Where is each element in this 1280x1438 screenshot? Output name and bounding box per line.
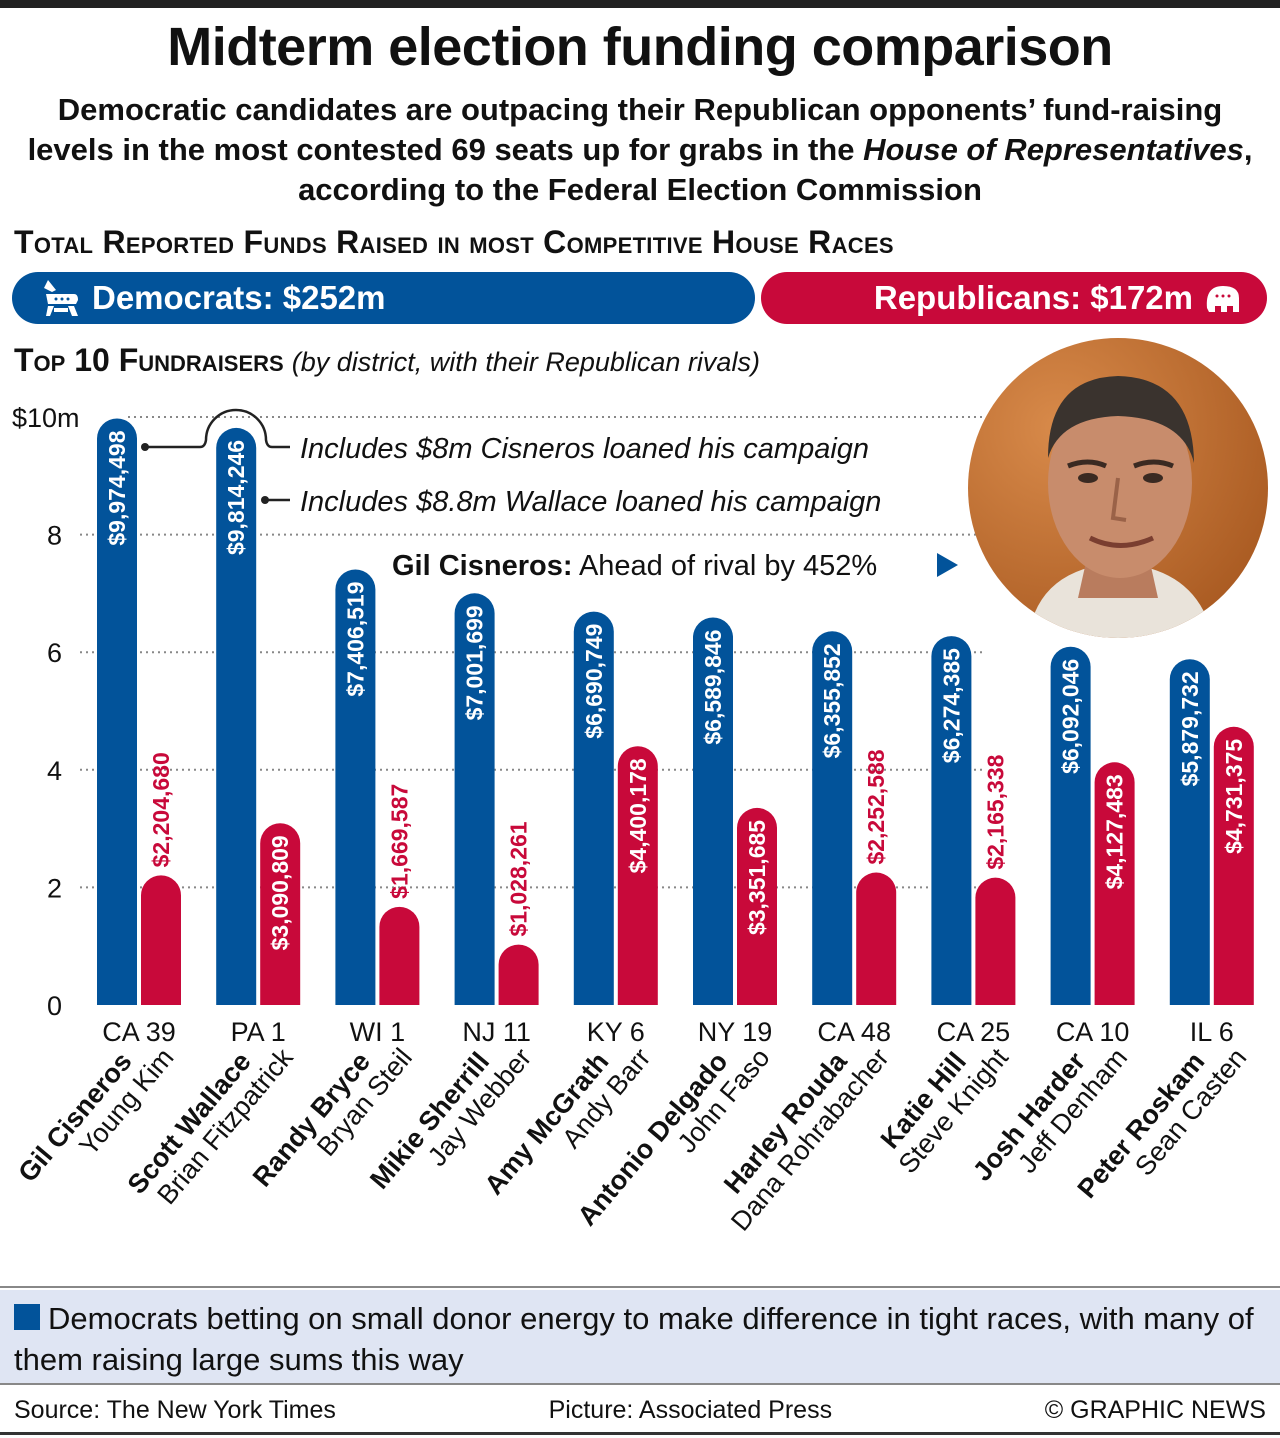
y-tick-label: 0 <box>47 991 62 1021</box>
republican-bar <box>975 877 1016 1005</box>
bar-value-label: $9,814,246 <box>223 440 249 555</box>
bar-value-label: $3,351,685 <box>744 820 770 935</box>
bar-value-label: $6,355,852 <box>819 643 845 758</box>
caption-text: Ahead of rival by 452% <box>573 550 878 582</box>
republican-bar <box>379 906 420 1005</box>
subtitle-part: , according to the Federal Election Comm… <box>298 132 1253 207</box>
top10-title: Top 10 Fundraisers <box>14 342 284 378</box>
democrat-bar <box>97 418 137 1005</box>
republican-bar <box>498 944 539 1005</box>
democrats-total-bar: Democrats: $252m <box>12 272 755 324</box>
top10-heading: Top 10 Fundraisers (by district, with th… <box>14 342 760 379</box>
annotation-connector <box>145 408 290 449</box>
republican-bar <box>260 823 301 1005</box>
bar-value-label: $6,690,749 <box>581 624 607 739</box>
bar-value-label: $3,090,809 <box>267 835 293 950</box>
y-tick-label: 4 <box>47 756 62 786</box>
photo-caption: Gil Cisneros: Ahead of rival by 452% <box>392 550 877 582</box>
bar-value-label: $6,092,046 <box>1058 659 1084 774</box>
bar-value-label: $6,589,846 <box>700 630 726 745</box>
district-label: PA 1 <box>231 1017 286 1047</box>
democrat-bar <box>1169 659 1210 1005</box>
bar-value-label: $2,204,680 <box>148 752 174 867</box>
republican-bar <box>737 807 778 1005</box>
district-label: WI 1 <box>350 1017 406 1047</box>
credits: Source: The New York Times Picture: Asso… <box>14 1396 1266 1425</box>
democrat-bar <box>454 593 495 1005</box>
republican-bar <box>141 875 181 1005</box>
y-tick-label: 2 <box>47 873 62 903</box>
top10-subtitle: (by district, with their Republican riva… <box>291 347 760 377</box>
district-label: CA 10 <box>1056 1017 1130 1047</box>
bar-value-label: $2,165,338 <box>982 754 1008 869</box>
bar-value-label: $7,001,699 <box>462 605 488 720</box>
caption-name: Gil Cisneros: <box>392 550 573 582</box>
republican-bar <box>1094 762 1135 1005</box>
republicans-total-label: Republicans: $172m <box>873 279 1193 316</box>
district-label: KY 6 <box>587 1017 645 1047</box>
democrat-bar <box>693 617 733 1005</box>
bar-value-label: $4,400,178 <box>625 758 651 873</box>
bar-value-label: $2,252,588 <box>863 749 889 864</box>
portrait-image <box>968 338 1268 638</box>
democrats-total-label: Democrats: $252m <box>92 279 386 316</box>
subtitle-italic: House of Representatives <box>863 132 1244 167</box>
republicans-total-bar: Republicans: $172m <box>761 272 1267 324</box>
divider <box>0 1286 1280 1288</box>
bar-value-label: $6,274,385 <box>938 648 964 763</box>
picture-credit: Picture: Associated Press <box>548 1396 833 1424</box>
cisneros-loan-note: Includes $8m Cisneros loaned his campaig… <box>300 433 869 465</box>
bar-value-label: $1,669,587 <box>386 784 412 899</box>
republican-bar <box>1213 726 1254 1005</box>
bar-value-label: $4,731,375 <box>1221 739 1247 854</box>
republican-bar <box>617 746 658 1005</box>
district-label: CA 25 <box>937 1017 1011 1047</box>
blue-square-bullet <box>14 1304 40 1330</box>
republican-bar <box>856 872 897 1005</box>
democrat-bar <box>216 427 257 1005</box>
bar-value-label: $1,028,261 <box>506 821 532 936</box>
district-label: CA 39 <box>102 1017 176 1047</box>
copyright: © GRAPHIC NEWS <box>1044 1396 1266 1424</box>
triangle-pointer-icon <box>937 553 958 577</box>
y-tick-label: $10m <box>12 403 80 433</box>
bar-value-label: $5,879,732 <box>1177 671 1203 786</box>
y-tick-label: 8 <box>47 521 62 551</box>
candidate-photo <box>968 338 1268 638</box>
democrat-bar <box>1050 646 1091 1005</box>
democrat-bar <box>335 569 376 1005</box>
democrat-bar <box>573 611 614 1005</box>
district-label: NJ 11 <box>462 1017 531 1047</box>
bar-value-label: $9,974,498 <box>104 430 130 545</box>
district-label: IL 6 <box>1190 1017 1234 1047</box>
elephant-icon <box>1206 286 1239 312</box>
top-border <box>0 0 1280 8</box>
district-label: NY 19 <box>698 1017 773 1047</box>
subtitle: Democratic candidates are outpacing thei… <box>14 90 1266 210</box>
note-text: Democrats betting on small donor energy … <box>14 1301 1254 1377</box>
bar-value-label: $4,127,483 <box>1102 774 1128 889</box>
fundraisers-chart: 0 2 4 6 8 $10m $9,974,498 $2,204,680 CA 39 Gil Ci… <box>12 403 1254 1237</box>
source-credit: Source: The New York Times <box>14 1396 336 1424</box>
section-title: Total Reported Funds Raised in most Comp… <box>14 224 894 260</box>
note-panel: Democrats betting on small donor energy … <box>0 1290 1280 1383</box>
divider <box>0 1383 1280 1385</box>
district-label: CA 48 <box>817 1017 891 1047</box>
bar-value-label: $7,406,519 <box>342 581 368 696</box>
democrat-bar <box>812 631 853 1005</box>
bottom-border <box>0 1432 1280 1435</box>
democrat-bar <box>931 636 972 1005</box>
y-tick-label: 6 <box>47 638 62 668</box>
wallace-loan-note: Includes $8.8m Wallace loaned his campai… <box>300 486 881 518</box>
donkey-icon <box>44 280 78 316</box>
subtitle-part: Democratic candidates are outpacing thei… <box>27 92 1223 167</box>
page-title: Midterm election funding comparison <box>167 17 1113 77</box>
